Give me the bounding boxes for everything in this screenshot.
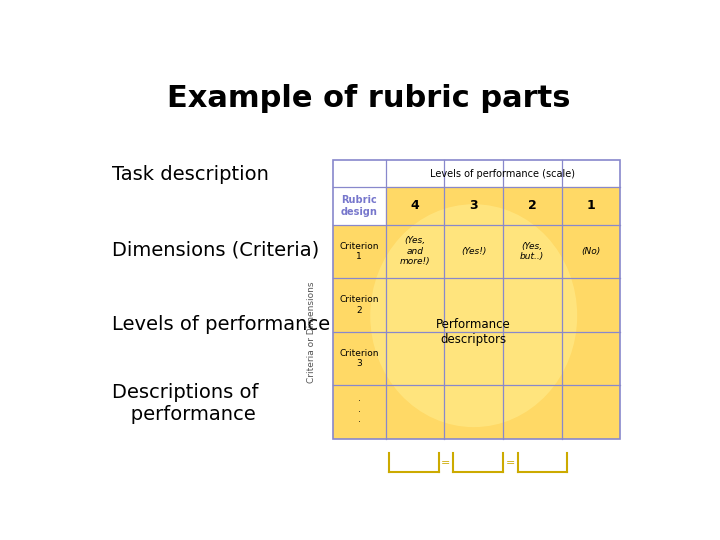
Text: Levels of performance: Levels of performance bbox=[112, 315, 330, 334]
Text: Criteria or Dimensions: Criteria or Dimensions bbox=[307, 281, 315, 382]
Bar bbox=[562, 187, 620, 225]
Text: ·
·
·: · · · bbox=[358, 397, 361, 427]
Bar bbox=[333, 386, 620, 439]
Text: Task description: Task description bbox=[112, 165, 269, 185]
Bar bbox=[386, 187, 444, 225]
Text: 1: 1 bbox=[587, 199, 595, 212]
Bar bbox=[333, 187, 386, 225]
Text: (Yes,
but..): (Yes, but..) bbox=[520, 241, 544, 261]
Text: (Yes!): (Yes!) bbox=[461, 247, 487, 256]
Text: (No): (No) bbox=[581, 247, 600, 256]
Polygon shape bbox=[386, 187, 620, 225]
Bar bbox=[444, 187, 503, 225]
Text: 3: 3 bbox=[469, 199, 478, 212]
Bar bbox=[333, 160, 620, 439]
Text: Criterion
2: Criterion 2 bbox=[340, 295, 379, 315]
Ellipse shape bbox=[370, 204, 577, 427]
Text: Descriptions of
   performance: Descriptions of performance bbox=[112, 383, 258, 424]
Text: =: = bbox=[441, 458, 451, 468]
Text: Rubric
design: Rubric design bbox=[341, 195, 378, 217]
Text: 4: 4 bbox=[411, 199, 420, 212]
Bar bbox=[333, 225, 620, 278]
Text: =: = bbox=[505, 458, 515, 468]
Text: Levels of performance (scale): Levels of performance (scale) bbox=[431, 168, 575, 179]
Bar bbox=[333, 332, 620, 386]
Text: Criterion
3: Criterion 3 bbox=[340, 349, 379, 368]
Text: 2: 2 bbox=[528, 199, 536, 212]
Text: (Yes,
and
more!): (Yes, and more!) bbox=[400, 237, 431, 266]
Text: Example of rubric parts: Example of rubric parts bbox=[167, 84, 571, 112]
Bar bbox=[333, 160, 620, 187]
Bar bbox=[333, 278, 620, 332]
Bar bbox=[503, 187, 562, 225]
Text: Criterion
1: Criterion 1 bbox=[340, 241, 379, 261]
Text: Dimensions (Criteria): Dimensions (Criteria) bbox=[112, 240, 320, 259]
Text: Performance
descriptors: Performance descriptors bbox=[436, 318, 511, 346]
